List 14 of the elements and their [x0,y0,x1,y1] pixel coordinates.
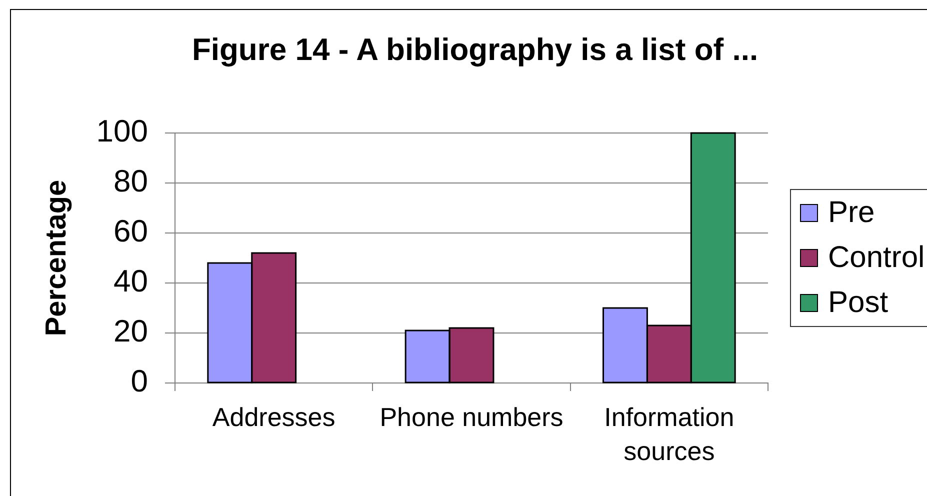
y-tick-label: 0 [130,364,148,399]
legend-label: Pre [828,196,875,230]
x-tick-label: Addresses [212,402,336,432]
y-tick-label: 40 [114,264,148,299]
y-tick-label: 20 [114,314,148,349]
x-tick-label: Phone numbers [380,402,564,432]
legend-label: Control [828,240,925,275]
x-tick-label: Information sources [604,402,734,466]
y-axis-title: Percentage [40,180,72,336]
legend-label: Post [828,286,888,320]
y-tick-label: 60 [114,214,148,249]
y-tick-label: 100 [96,114,148,149]
y-tick-label: 80 [114,164,148,199]
chart-title: Figure 14 - A bibliography is a list of ... [190,32,760,68]
